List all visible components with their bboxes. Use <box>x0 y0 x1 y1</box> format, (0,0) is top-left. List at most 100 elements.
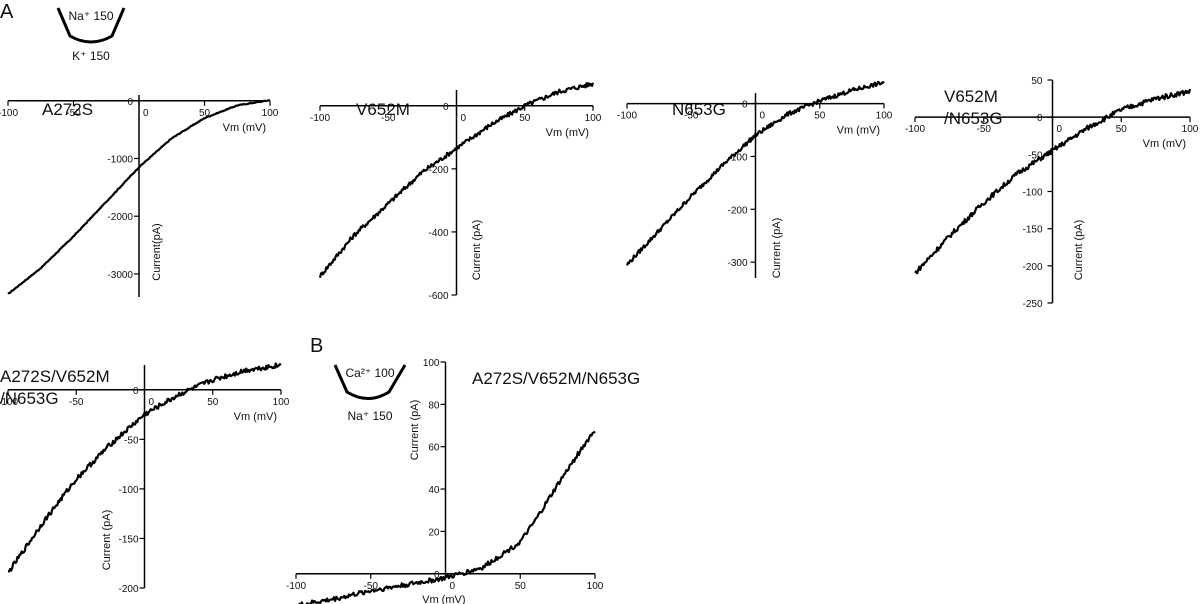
condition-b-bottom: Na⁺ 150 <box>347 409 392 423</box>
x-tick-label: 100 <box>1182 124 1199 135</box>
x-tick-label: 100 <box>876 111 893 122</box>
x-tick-label: 0 <box>149 397 155 408</box>
y-tick-label: -200 <box>1022 262 1042 273</box>
y-tick-label: 0 <box>742 100 748 111</box>
y-axis-label: Current (pA) <box>409 400 421 461</box>
plot-4-title-line2: /N653G <box>944 109 1003 128</box>
y-tick-label: 40 <box>428 485 440 496</box>
y-tick-label: 100 <box>423 358 440 369</box>
x-tick-label: -100 <box>286 581 306 592</box>
y-axis-label: Current (pA) <box>471 220 483 281</box>
y-tick-label: -100 <box>118 485 138 496</box>
x-tick-label: 50 <box>207 397 219 408</box>
y-axis-label: Current (pA) <box>1073 220 1085 281</box>
x-tick-label: 50 <box>814 111 826 122</box>
plot-6-title: A272S/V652M/N653G <box>472 369 640 388</box>
x-tick-label: -100 <box>310 113 330 124</box>
y-tick-label: -200 <box>118 584 138 595</box>
y-tick-label: -100 <box>727 152 747 163</box>
plot-6: A272S/V652M/N653G -100 -50 0 50 100 0 20 40 60 80 1… <box>286 358 640 604</box>
x-tick-label: -100 <box>0 108 18 119</box>
y-tick-label: 20 <box>428 527 440 538</box>
x-tick-label: -100 <box>905 124 925 135</box>
iv-trace-4 <box>914 88 1192 275</box>
bath-cup-b-icon <box>333 364 407 400</box>
x-axis-label: Vm (mV) <box>234 411 277 423</box>
y-axis-label: Current (pA) <box>771 218 783 279</box>
x-axis-label: Vm (mV) <box>1143 138 1186 150</box>
x-tick-label: 50 <box>199 108 211 119</box>
plot-3-title: N653G <box>672 100 726 119</box>
x-tick-label: -50 <box>364 581 379 592</box>
x-axis-label: Vm (mV) <box>422 594 465 604</box>
y-tick-label: -300 <box>727 258 747 269</box>
iv-trace-6 <box>298 430 596 604</box>
x-tick-label: 0 <box>143 108 149 119</box>
y-tick-label: -250 <box>1022 299 1042 310</box>
y-tick-label: -50 <box>1028 150 1043 161</box>
iv-trace-1 <box>7 99 271 295</box>
plot-5-title: A272S/V652M <box>0 367 110 386</box>
panel-label-b: B <box>310 335 323 357</box>
y-tick-label: -150 <box>118 534 138 545</box>
y-tick-label: -3000 <box>107 270 133 281</box>
y-tick-label: -200 <box>428 165 448 176</box>
x-tick-label: -100 <box>0 397 18 408</box>
plot-4-title: V652M <box>944 87 998 106</box>
condition-b-top: Ca²⁺ 100 <box>345 366 394 380</box>
y-tick-label: -200 <box>727 205 747 216</box>
y-tick-label: 0 <box>1037 113 1043 124</box>
condition-a-bottom: K⁺ 150 <box>72 49 110 63</box>
plot-5: A272S/V652M/N653G-100-500501000-50-100-1… <box>0 362 290 595</box>
y-tick-label: -400 <box>428 228 448 239</box>
x-tick-label: -50 <box>69 397 84 408</box>
y-tick-label: -600 <box>428 291 448 302</box>
plot-4: V652M/N653G -100 -50 0 50 100 50 0 -50 -100 -150 -2… <box>905 76 1199 310</box>
iv-trace-3 <box>625 80 885 266</box>
y-tick-label: 60 <box>428 443 440 454</box>
x-tick-label: -50 <box>977 124 992 135</box>
y-axis-label: Current (pA) <box>101 510 113 571</box>
y-tick-label: -50 <box>124 435 139 446</box>
x-tick-label: -100 <box>617 111 637 122</box>
y-tick-label: 80 <box>428 400 440 411</box>
x-tick-label: -50 <box>684 111 699 122</box>
condition-b: Ca²⁺ 100 Na⁺ 150 <box>333 364 407 423</box>
plot-2: V652M -100 -50 0 50 100 0 -200 -400 -600 Vm (mV) Cu… <box>310 82 602 302</box>
plot-3: N653G -100 -50 0 50 100 0 -100 -200 -300 Vm (mV) Cu… <box>617 80 893 279</box>
x-tick-label: 0 <box>760 111 766 122</box>
iv-trace-2 <box>318 82 595 279</box>
y-axis-label: Current(pA) <box>151 223 163 280</box>
x-tick-label: 100 <box>587 581 604 592</box>
x-tick-label: 100 <box>273 397 290 408</box>
panel-label-a: A <box>0 1 14 23</box>
x-tick-label: 0 <box>450 581 456 592</box>
x-tick-label: 50 <box>515 581 527 592</box>
x-tick-label: -50 <box>381 113 396 124</box>
y-tick-label: -150 <box>1022 225 1042 236</box>
condition-a-top: Na⁺ 150 <box>68 9 113 23</box>
y-tick-label: -1000 <box>107 154 133 165</box>
y-tick-label: -2000 <box>107 212 133 223</box>
plot-1: A272S -100 -50 0 50 100 0 -1000 -2000 -3000 Vm (mV… <box>0 95 279 297</box>
iv-trace-5 <box>7 362 282 573</box>
y-tick-label: 0 <box>434 570 440 581</box>
bath-cup-a-icon <box>56 7 126 44</box>
plot-2-title: V652M <box>356 100 410 119</box>
x-axis-label: Vm (mV) <box>546 127 589 139</box>
x-tick-label: 50 <box>1116 124 1128 135</box>
y-tick-label: -100 <box>1022 188 1042 199</box>
plot-5-title-line2: /N653G <box>0 389 59 408</box>
x-tick-label: 0 <box>461 113 467 124</box>
x-tick-label: 100 <box>262 108 279 119</box>
y-tick-label: 0 <box>443 102 449 113</box>
y-tick-label: 0 <box>127 97 133 108</box>
x-tick-label: 50 <box>519 113 531 124</box>
condition-a: Na⁺ 150 K⁺ 150 <box>56 7 126 63</box>
x-axis-label: Vm (mV) <box>223 122 266 134</box>
x-tick-label: 100 <box>585 113 602 124</box>
x-tick-label: -50 <box>66 108 81 119</box>
y-tick-label: 50 <box>1031 76 1043 87</box>
